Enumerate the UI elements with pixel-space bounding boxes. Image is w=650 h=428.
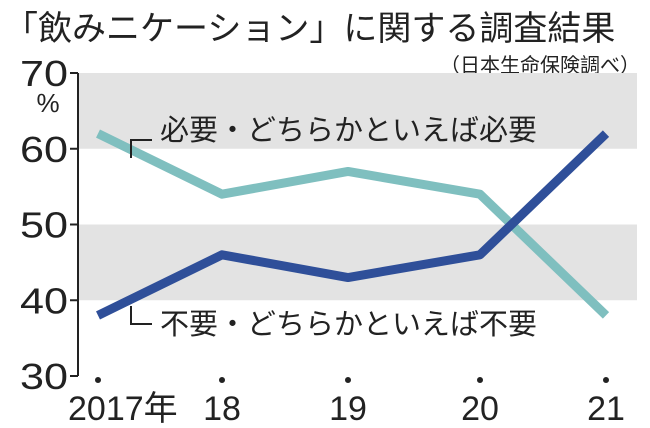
x-tick-dot bbox=[603, 377, 609, 383]
grid-band bbox=[78, 73, 637, 149]
x-tick-dot bbox=[345, 377, 351, 383]
legend-leader-2 bbox=[130, 306, 152, 325]
y-tick-label: 50 bbox=[20, 205, 68, 246]
x-tick-label: 19 bbox=[329, 390, 367, 428]
grid-band bbox=[78, 224, 637, 301]
x-tick-dot bbox=[477, 377, 483, 383]
y-tick-label: 70 bbox=[20, 53, 68, 94]
x-tick-label: 2017年 bbox=[68, 390, 178, 428]
y-unit-label: % bbox=[36, 88, 59, 118]
y-tick-label: 30 bbox=[20, 356, 68, 397]
x-tick-label: 20 bbox=[461, 390, 499, 428]
chart-title: 「飲みニケーション」に関する調査結果 bbox=[4, 10, 615, 48]
y-tick-label: 60 bbox=[20, 129, 68, 170]
x-tick-label: 21 bbox=[587, 390, 625, 428]
legend-label-2: 不要・どちらかといえば不要 bbox=[160, 309, 537, 341]
x-tick-dot bbox=[95, 377, 101, 383]
legend-label-1: 必要・どちらかといえば必要 bbox=[160, 114, 537, 147]
chart-source: （日本生命保険調べ） bbox=[440, 54, 640, 77]
x-tick-label: 18 bbox=[203, 390, 241, 428]
legend-leader-1 bbox=[130, 139, 152, 158]
y-tick-label: 40 bbox=[20, 280, 68, 321]
x-tick-dot bbox=[219, 377, 225, 383]
